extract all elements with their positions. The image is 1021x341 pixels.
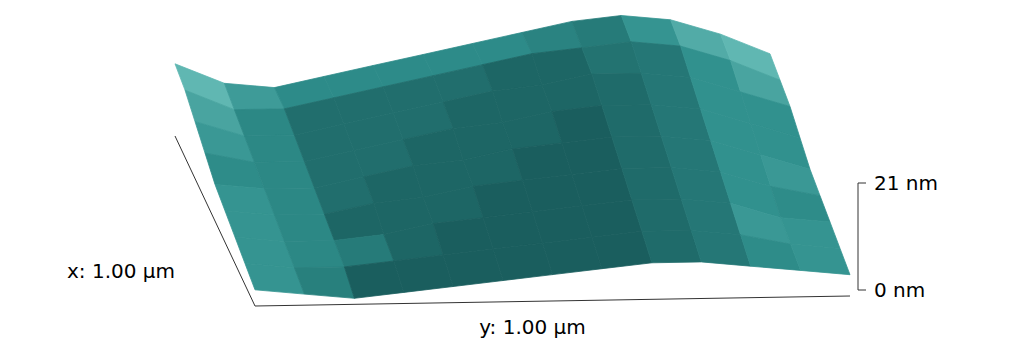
surface-cell bbox=[463, 149, 522, 186]
z-tick bbox=[858, 183, 866, 184]
surface-cell bbox=[443, 91, 502, 128]
surface-cell bbox=[384, 224, 443, 261]
surface-cell bbox=[364, 166, 423, 203]
surface-cell bbox=[572, 168, 632, 205]
surface-cell bbox=[503, 112, 562, 149]
surface-cell bbox=[433, 218, 493, 255]
x-axis-label: x: 1.00 µm bbox=[67, 259, 175, 283]
surface-cell bbox=[423, 186, 483, 223]
z-tick-label: 0 nm bbox=[874, 278, 925, 302]
surface-cell bbox=[324, 203, 383, 240]
surface-cell bbox=[582, 200, 642, 237]
surface-cell bbox=[642, 231, 701, 263]
surface-cell bbox=[483, 212, 542, 249]
surface bbox=[175, 16, 850, 299]
surface-cell bbox=[523, 174, 582, 211]
surface-cell bbox=[592, 231, 652, 268]
surface-cell bbox=[205, 153, 264, 189]
surface-cell bbox=[493, 243, 552, 280]
surface-cell bbox=[552, 106, 612, 143]
surface-cell bbox=[294, 267, 354, 298]
surface-cell bbox=[741, 235, 801, 271]
surface-cell bbox=[543, 237, 602, 274]
surface-cell bbox=[234, 109, 294, 136]
surface-cell bbox=[254, 162, 314, 189]
surface-cell bbox=[602, 105, 661, 137]
surface-cell bbox=[513, 143, 572, 180]
surface-cell bbox=[562, 137, 622, 174]
surface-cell bbox=[632, 199, 691, 231]
surface-cell bbox=[473, 180, 532, 217]
axes bbox=[175, 136, 866, 306]
surface-cell bbox=[284, 241, 344, 268]
surface-cell bbox=[244, 135, 304, 162]
surface-cell bbox=[483, 54, 542, 91]
surface-cell bbox=[612, 136, 671, 168]
surface-cell bbox=[264, 188, 324, 215]
z-tick-label: 21 nm bbox=[874, 171, 938, 195]
y-axis-label: y: 1.00 µm bbox=[479, 315, 586, 339]
surface-cell bbox=[622, 168, 681, 200]
surface-cell bbox=[592, 73, 651, 105]
z-axis-line bbox=[858, 183, 859, 290]
surface-cell bbox=[533, 206, 592, 243]
chart: x: 1.00 µm y: 1.00 µm 21 nm 0 nm bbox=[0, 0, 1021, 341]
surface-cell bbox=[791, 244, 850, 275]
surface-cell bbox=[344, 261, 403, 298]
y-axis-line bbox=[255, 296, 850, 306]
surface-cell bbox=[403, 128, 463, 165]
surface-cell bbox=[195, 122, 254, 163]
surface-cell bbox=[542, 74, 602, 111]
z-tick bbox=[858, 290, 866, 291]
surface-cell bbox=[582, 42, 641, 74]
x-axis-line bbox=[175, 136, 255, 306]
surface-cell bbox=[443, 249, 503, 286]
surface-cell bbox=[274, 214, 334, 241]
surface-cell bbox=[394, 255, 453, 292]
surface-cell bbox=[771, 186, 830, 222]
